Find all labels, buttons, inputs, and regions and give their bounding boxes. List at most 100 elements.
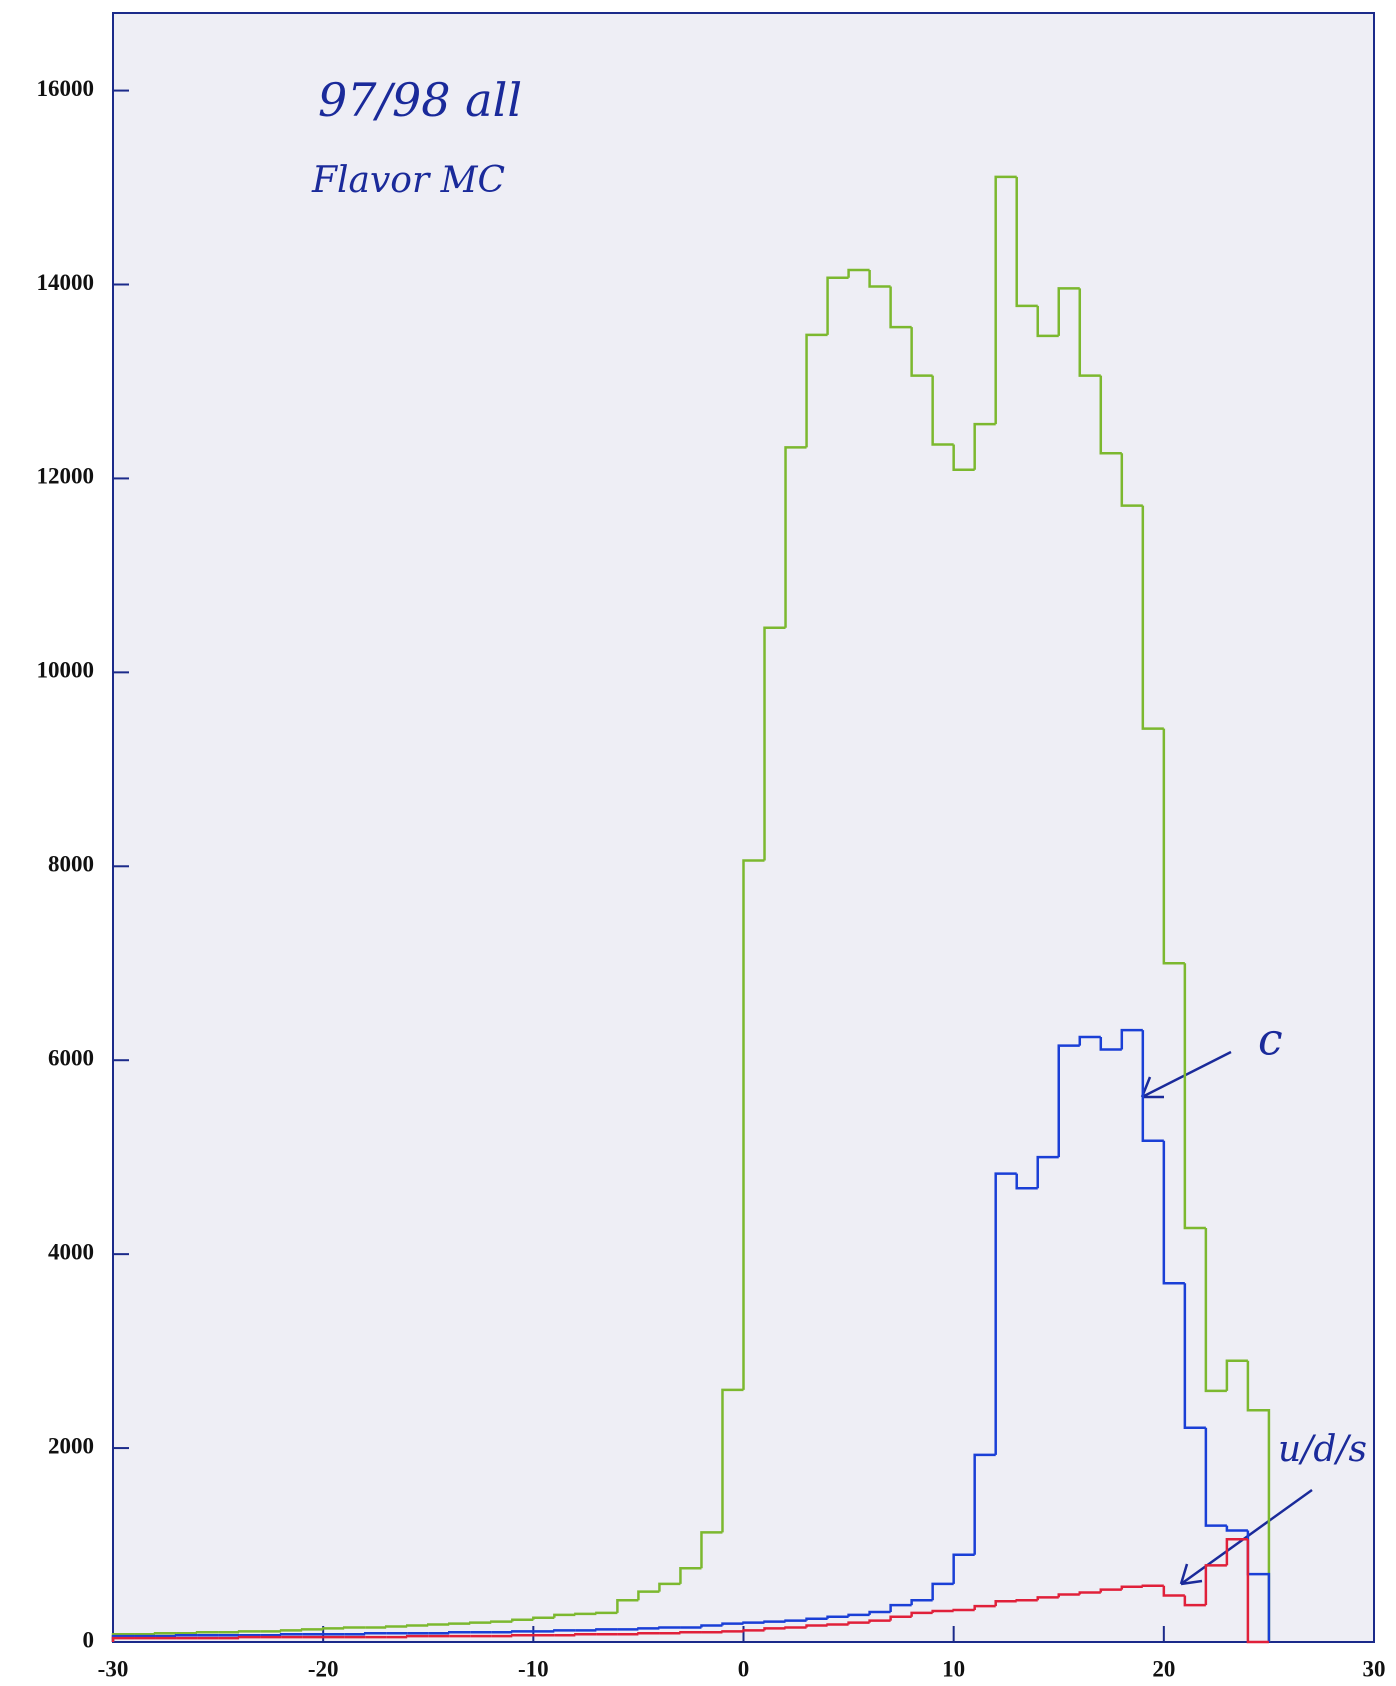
histogram-step (805, 1617, 828, 1621)
histogram-step (1225, 1537, 1248, 1566)
histogram-step (405, 1624, 429, 1627)
histogram-step (1204, 1227, 1227, 1393)
histogram-step (910, 1611, 933, 1617)
y-tick-label: 16000 (37, 76, 95, 101)
histogram-step (384, 1625, 408, 1628)
histogram-step (763, 1627, 786, 1631)
histogram-step (595, 1611, 618, 1615)
x-tick-label: 0 (738, 1656, 750, 1681)
histogram-step (721, 1630, 744, 1633)
histogram-step (1141, 1584, 1164, 1588)
histogram-step (1162, 1140, 1185, 1285)
histogram-step (405, 1634, 429, 1638)
histogram-step (553, 1613, 576, 1618)
histogram-step (763, 1620, 786, 1623)
histogram-step (931, 1582, 954, 1601)
histogram-step (1057, 287, 1080, 336)
histogram-step (174, 1633, 198, 1637)
annotation: Flavor MC (311, 160, 505, 201)
histogram-step (1099, 375, 1122, 455)
histogram-step (973, 1604, 996, 1610)
histogram-step (994, 175, 1017, 425)
histogram-step (952, 1608, 975, 1612)
histogram-step (847, 1613, 870, 1617)
arrow (1179, 1488, 1313, 1586)
y-tick-label: 14000 (37, 270, 95, 295)
histogram-step (1099, 1036, 1122, 1051)
histogram-step (1015, 1599, 1038, 1602)
histogram-step (658, 1626, 681, 1629)
histogram-step (763, 626, 786, 861)
histogram-step (931, 1609, 954, 1613)
histogram-step (111, 1636, 135, 1642)
histogram-step (847, 1621, 870, 1625)
histogram-step (1078, 288, 1101, 377)
histogram-step (805, 1624, 828, 1628)
y-tick-label: 2000 (48, 1433, 94, 1458)
y-tick-label: 12000 (37, 464, 95, 489)
histogram-step (1015, 1173, 1038, 1190)
histogram-step (1246, 1539, 1269, 1644)
histogram-step (973, 422, 996, 470)
y-tick-label: 8000 (48, 852, 94, 877)
y-tick-label: 10000 (37, 658, 95, 683)
histogram-step (1036, 1155, 1059, 1189)
histogram-step (742, 1629, 765, 1632)
histogram-step (784, 1626, 807, 1629)
histogram-step (1204, 1427, 1227, 1527)
histogram-step (1162, 728, 1185, 965)
y-tick-label: 4000 (48, 1239, 94, 1264)
histogram-step (889, 286, 912, 329)
histogram-step (994, 1172, 1017, 1455)
x-tick-label: 10 (942, 1656, 965, 1681)
histogram-step (574, 1632, 597, 1636)
x-tick-label: -20 (308, 1656, 339, 1681)
histogram-step (1015, 176, 1038, 308)
histogram-step (1036, 1596, 1059, 1601)
histogram-step (279, 1632, 303, 1636)
histogram-step (700, 1531, 723, 1569)
histogram-step (679, 1567, 702, 1584)
histogram-step (889, 1603, 912, 1612)
histogram-step (321, 1627, 345, 1630)
histogram-step (153, 1632, 177, 1635)
histogram-step (658, 1582, 681, 1592)
histogram-step (700, 1624, 723, 1628)
histogram-step (237, 1630, 261, 1633)
histogram-step (742, 1621, 765, 1624)
histogram-step (1204, 1564, 1227, 1606)
histogram-step (1099, 1588, 1122, 1593)
histogram-step (1141, 1030, 1164, 1142)
histogram-step (237, 1635, 261, 1639)
histogram-step (1057, 1044, 1080, 1158)
histogram-step (1057, 1593, 1080, 1598)
x-tick-label: -10 (518, 1656, 549, 1681)
histogram-step (868, 269, 891, 288)
histogram-step (826, 276, 849, 335)
histogram-step (973, 1453, 996, 1555)
histogram-step (1078, 1035, 1101, 1046)
histogram-step (1120, 1585, 1143, 1590)
histogram-step (847, 268, 870, 278)
histogram-step (532, 1616, 555, 1620)
histogram-step (994, 1600, 1017, 1607)
histogram-step (616, 1599, 639, 1613)
histogram-step (511, 1618, 534, 1622)
histogram-step (910, 327, 933, 377)
histogram-step (595, 1628, 618, 1631)
series-label: c (1258, 1015, 1283, 1066)
series-label: u/d/s (1278, 1429, 1367, 1470)
histogram-step (826, 1615, 849, 1619)
histogram-step (889, 1615, 912, 1621)
histogram-step (721, 1622, 744, 1626)
histogram-step (1036, 305, 1059, 338)
y-tick-label: 0 (83, 1627, 95, 1652)
histogram-step (1120, 1028, 1143, 1050)
histogram-step (427, 1623, 450, 1626)
histogram-step (469, 1621, 492, 1624)
x-tick-label: 30 (1363, 1656, 1386, 1681)
histogram-step (637, 1627, 660, 1630)
histogram-step (279, 1629, 303, 1632)
histogram-step (784, 1619, 807, 1622)
